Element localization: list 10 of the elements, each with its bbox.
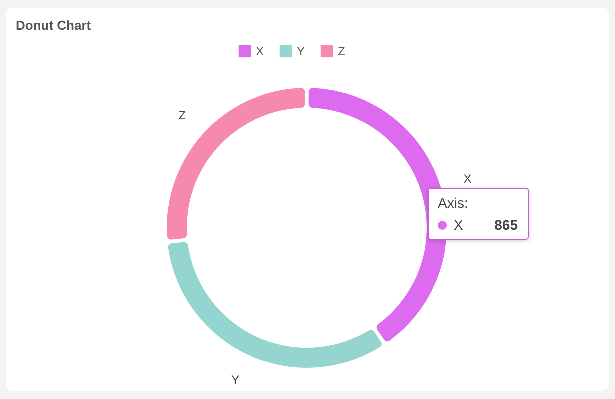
text: 865 — [494, 217, 518, 233]
text: Axis: — [438, 195, 470, 211]
text: Donut Chart — [16, 18, 92, 33]
slice-label: Y — [231, 373, 240, 388]
slice-label: X — [464, 172, 472, 186]
legend-label: Z — [338, 44, 346, 58]
legend-label: Y — [297, 44, 306, 58]
slice-label: Z — [178, 108, 186, 122]
category-label: X — [256, 44, 264, 58]
legend-label: X — [454, 217, 464, 233]
